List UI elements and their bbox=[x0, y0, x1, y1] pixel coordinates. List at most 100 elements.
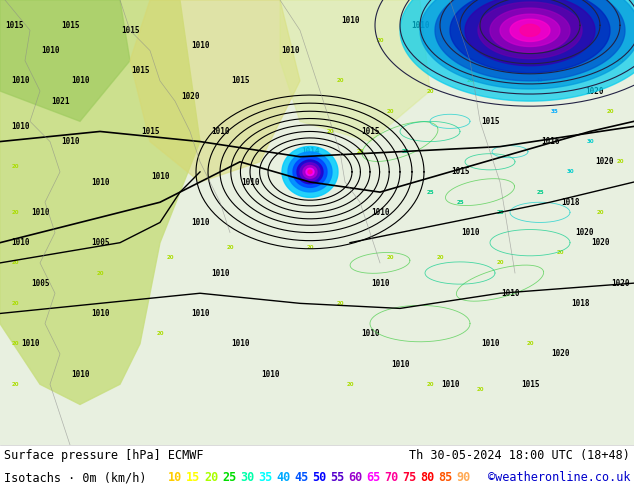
Text: 1010: 1010 bbox=[71, 76, 89, 85]
Text: 1010: 1010 bbox=[340, 16, 359, 24]
Text: 25: 25 bbox=[456, 200, 464, 205]
Text: 60: 60 bbox=[348, 471, 362, 485]
Text: 20: 20 bbox=[386, 109, 394, 114]
Polygon shape bbox=[520, 24, 540, 36]
Text: 65: 65 bbox=[366, 471, 380, 485]
Text: 1015: 1015 bbox=[481, 117, 499, 126]
Text: 1015: 1015 bbox=[61, 21, 79, 30]
Text: 20: 20 bbox=[11, 342, 19, 346]
Polygon shape bbox=[0, 0, 200, 404]
Text: 1010: 1010 bbox=[41, 46, 59, 55]
Text: 20: 20 bbox=[556, 250, 564, 255]
Text: 1010: 1010 bbox=[441, 380, 459, 389]
Polygon shape bbox=[435, 0, 625, 81]
Text: 1016: 1016 bbox=[541, 137, 559, 146]
Text: 1010: 1010 bbox=[191, 309, 209, 318]
Polygon shape bbox=[280, 0, 430, 142]
Text: 35: 35 bbox=[258, 471, 272, 485]
Text: 20: 20 bbox=[386, 255, 394, 260]
Text: 1020: 1020 bbox=[585, 87, 603, 96]
Text: 25: 25 bbox=[536, 190, 544, 195]
Text: 55: 55 bbox=[330, 471, 344, 485]
Text: 20: 20 bbox=[526, 342, 534, 346]
Text: 1010: 1010 bbox=[191, 218, 209, 227]
Text: 20: 20 bbox=[166, 255, 174, 260]
Text: 20: 20 bbox=[226, 245, 234, 250]
Text: 1010: 1010 bbox=[261, 369, 279, 379]
Text: 1010: 1010 bbox=[11, 238, 29, 247]
Text: 25: 25 bbox=[496, 210, 504, 215]
Text: 40: 40 bbox=[276, 471, 290, 485]
Polygon shape bbox=[400, 0, 634, 101]
Text: 1010: 1010 bbox=[391, 360, 410, 368]
Text: 1010: 1010 bbox=[21, 339, 39, 348]
Text: 20: 20 bbox=[426, 89, 434, 94]
Text: 20: 20 bbox=[11, 260, 19, 266]
Polygon shape bbox=[500, 14, 560, 47]
Polygon shape bbox=[420, 0, 634, 89]
Text: 20: 20 bbox=[596, 210, 604, 215]
Text: 1015: 1015 bbox=[451, 168, 469, 176]
Text: 90: 90 bbox=[456, 471, 470, 485]
Polygon shape bbox=[0, 0, 130, 122]
Text: 1010: 1010 bbox=[31, 208, 49, 217]
Text: 25: 25 bbox=[222, 471, 236, 485]
Text: 75: 75 bbox=[402, 471, 417, 485]
Text: 1010: 1010 bbox=[241, 177, 259, 187]
Polygon shape bbox=[300, 163, 320, 181]
Text: 1015: 1015 bbox=[521, 380, 540, 389]
Polygon shape bbox=[303, 166, 317, 178]
Text: ©weatheronline.co.uk: ©weatheronline.co.uk bbox=[488, 471, 630, 485]
Text: 1020: 1020 bbox=[575, 228, 593, 237]
Text: 20: 20 bbox=[466, 78, 474, 83]
Text: 1010: 1010 bbox=[481, 31, 499, 40]
Text: 1010: 1010 bbox=[501, 289, 519, 298]
Text: 1021: 1021 bbox=[51, 97, 69, 106]
Text: 50: 50 bbox=[312, 471, 327, 485]
Polygon shape bbox=[130, 0, 300, 182]
Text: 20: 20 bbox=[616, 159, 624, 164]
Text: 20: 20 bbox=[606, 109, 614, 114]
Polygon shape bbox=[293, 156, 327, 187]
Text: 1010: 1010 bbox=[281, 46, 299, 55]
Text: 80: 80 bbox=[420, 471, 434, 485]
Text: 25: 25 bbox=[426, 190, 434, 195]
Polygon shape bbox=[297, 160, 323, 184]
Text: 35: 35 bbox=[551, 109, 559, 114]
Text: 1010: 1010 bbox=[301, 177, 320, 187]
Text: 1010: 1010 bbox=[461, 228, 479, 237]
Polygon shape bbox=[282, 147, 338, 197]
Polygon shape bbox=[450, 0, 610, 73]
Text: 1020: 1020 bbox=[551, 349, 569, 358]
Text: 1015: 1015 bbox=[120, 26, 139, 35]
Text: 1005: 1005 bbox=[31, 279, 49, 288]
Text: 1010: 1010 bbox=[91, 309, 109, 318]
Polygon shape bbox=[308, 170, 312, 174]
Text: 20: 20 bbox=[11, 301, 19, 306]
Text: 1018: 1018 bbox=[571, 299, 589, 308]
Text: 30: 30 bbox=[240, 471, 254, 485]
Text: 1010: 1010 bbox=[91, 177, 109, 187]
Text: 1010: 1010 bbox=[210, 269, 230, 277]
Text: 1010: 1010 bbox=[11, 76, 29, 85]
Text: 20: 20 bbox=[346, 382, 354, 387]
Text: 1010: 1010 bbox=[61, 137, 79, 146]
Text: 1010: 1010 bbox=[361, 329, 379, 338]
Text: 20: 20 bbox=[496, 260, 504, 266]
Text: 1020: 1020 bbox=[595, 157, 613, 166]
Text: 1010: 1010 bbox=[71, 369, 89, 379]
Text: 1010: 1010 bbox=[191, 41, 209, 50]
Text: 20: 20 bbox=[11, 210, 19, 215]
Text: 20: 20 bbox=[327, 129, 333, 134]
Text: 1015: 1015 bbox=[231, 76, 249, 85]
Text: 40: 40 bbox=[536, 78, 544, 83]
Polygon shape bbox=[288, 152, 332, 192]
Text: 85: 85 bbox=[438, 471, 452, 485]
Polygon shape bbox=[465, 0, 595, 66]
Text: 1020: 1020 bbox=[181, 92, 199, 100]
Text: 15: 15 bbox=[186, 471, 200, 485]
Text: 1020: 1020 bbox=[611, 279, 630, 288]
Text: 1010: 1010 bbox=[371, 208, 389, 217]
Text: 30: 30 bbox=[586, 139, 594, 144]
Text: Surface pressure [hPa] ECMWF: Surface pressure [hPa] ECMWF bbox=[4, 449, 204, 463]
